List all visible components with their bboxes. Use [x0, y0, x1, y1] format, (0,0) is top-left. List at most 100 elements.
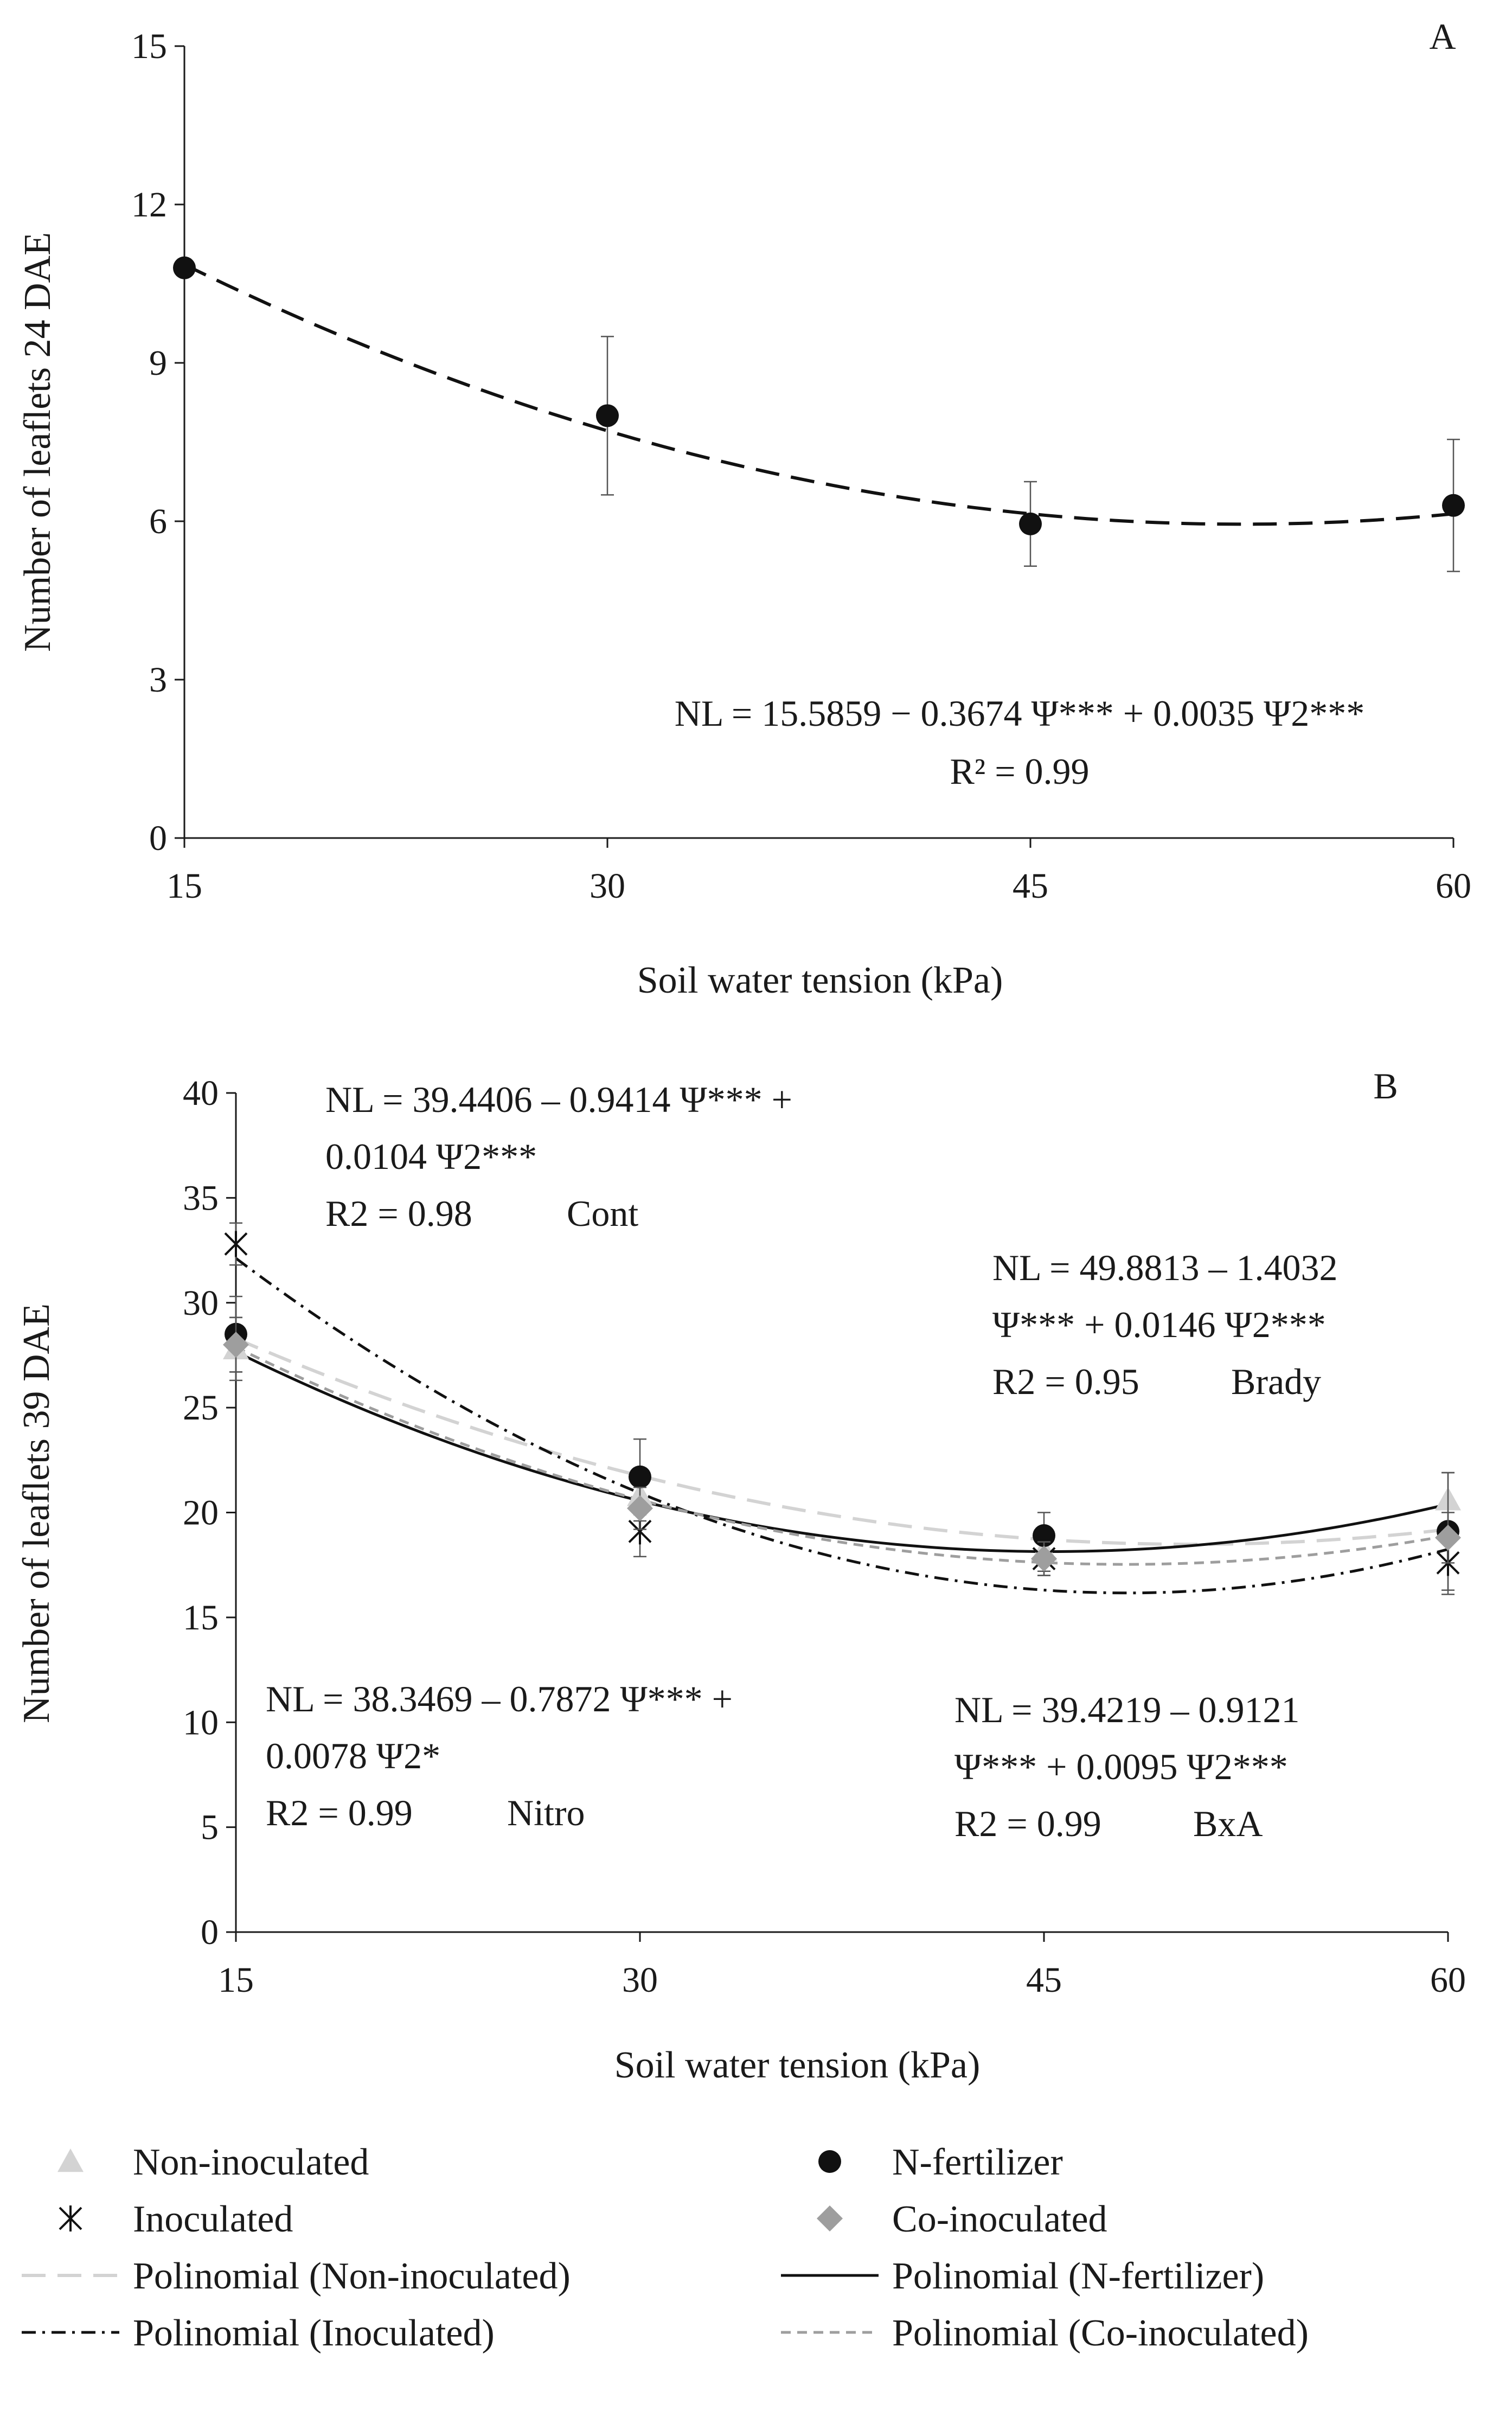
annotation-nitro-line3: R2 = 0.99 [266, 1792, 413, 1833]
x-tick-label: 45 [1013, 866, 1048, 906]
legend-item-polinomial-inoculated: Polinomial (Inoculated) [22, 2312, 495, 2354]
legend-item-polinomial-n-fertilizer: Polinomial (N-fertilizer) [781, 2255, 1264, 2297]
legend-item-inoculated: Inoculated [59, 2198, 293, 2240]
annotation-cont-line3: R2 = 0.98 [325, 1193, 472, 1234]
legend-label: Inoculated [133, 2198, 293, 2240]
panel-a-label: A [1429, 16, 1456, 57]
y-tick-label: 15 [131, 27, 167, 66]
panel-b: 0 5 10 15 20 25 30 35 40 15 30 45 60 B Number of lea… [16, 1065, 1466, 2086]
legend-item-co-inoculated: Co-inoculated [817, 2198, 1107, 2240]
point-co-inoculated-marker [223, 1332, 249, 1358]
annotation-cont-line2: 0.0104 Ψ2*** [325, 1136, 537, 1177]
legend-item-polinomial-non-inoculated: Polinomial (Non-inoculated) [22, 2255, 571, 2297]
panel-b-ticks: 0 5 10 15 20 25 30 35 40 15 30 45 60 [183, 1073, 1466, 2000]
legend-label: Co-inoculated [892, 2198, 1107, 2240]
annotation-brady: NL = 49.8813 – 1.4032 Ψ*** + 0.0146 Ψ2**… [992, 1247, 1337, 1402]
point-co-inoculated-marker [627, 1495, 653, 1521]
legend-label: Polinomial (Co-inoculated) [892, 2312, 1309, 2354]
point-mean-marker [173, 256, 196, 279]
y-tick-label: 25 [183, 1388, 219, 1428]
legend-label: N-fertilizer [892, 2141, 1063, 2183]
series-mean [173, 256, 1465, 572]
x-tick-label: 45 [1026, 1960, 1062, 2000]
annotation-nitro-line4: Nitro [507, 1792, 585, 1833]
legend-triangle-icon-marker [57, 2149, 84, 2172]
legend-label: Polinomial (Non-inoculated) [133, 2255, 571, 2297]
panel-b-xlabel: Soil water tension (kPa) [614, 2044, 981, 2086]
series-non-inoculated [223, 1316, 1461, 1572]
panel-a-r2: R² = 0.99 [950, 751, 1089, 792]
annotation-cont-line4: Cont [567, 1193, 638, 1234]
annotation-bxa-line3: R2 = 0.99 [954, 1803, 1101, 1844]
x-tick-label: 60 [1436, 866, 1471, 906]
annotation-nitro: NL = 38.3469 – 0.7872 Ψ*** + 0.0078 Ψ2* … [266, 1678, 733, 1833]
annotation-bxa-line2: Ψ*** + 0.0095 Ψ2*** [954, 1746, 1288, 1787]
x-tick-label: 30 [590, 866, 625, 906]
legend-diamond-icon-marker [817, 2205, 843, 2231]
y-tick-label: 35 [183, 1178, 219, 1218]
y-tick-label: 0 [201, 1913, 219, 1952]
legend-label: Non-inoculated [133, 2141, 369, 2183]
x-tick-label: 15 [218, 1960, 254, 2000]
fit-non-inoculated [235, 1337, 1449, 1546]
annotation-cont: NL = 39.4406 – 0.9414 Ψ*** + 0.0104 Ψ2**… [325, 1079, 792, 1234]
panel-a-ticks: 0 3 6 9 12 15 15 30 45 60 [131, 27, 1471, 906]
panel-b-ylabel: Number of leaflets 39 DAE [16, 1303, 57, 1723]
annotation-nitro-line2: 0.0078 Ψ2* [266, 1735, 440, 1776]
panel-a: 0 3 6 9 12 15 15 30 45 60 A Number of leaflets 24… [17, 16, 1471, 1001]
legend-item-n-fertilizer: N-fertilizer [818, 2141, 1063, 2183]
legend-asterisk-icon-marker [59, 2205, 82, 2231]
panel-a-equation: NL = 15.5859 − 0.3674 Ψ*** + 0.0035 Ψ2**… [675, 693, 1365, 734]
annotation-cont-line1: NL = 39.4406 – 0.9414 Ψ*** + [325, 1079, 792, 1120]
y-tick-label: 0 [149, 819, 167, 858]
y-tick-label: 3 [149, 660, 167, 700]
annotation-bxa-line1: NL = 39.4219 – 0.9121 [954, 1689, 1299, 1730]
y-tick-label: 20 [183, 1493, 219, 1533]
legend-item-non-inoculated: Non-inoculated [57, 2141, 369, 2183]
point-mean-marker [596, 404, 619, 427]
panel-a-points-group [173, 256, 1465, 572]
fit-n-fertilizer [235, 1351, 1449, 1553]
annotation-nitro-line1: NL = 38.3469 – 0.7872 Ψ*** + [266, 1678, 733, 1719]
y-tick-label: 10 [183, 1703, 219, 1742]
legend-circle-icon-marker [818, 2150, 841, 2173]
panel-b-fits-group [235, 1257, 1449, 1595]
fit-fit [183, 263, 1454, 526]
series-co-inoculated [223, 1316, 1461, 1576]
point-n-fertilizer-marker [629, 1465, 651, 1488]
y-tick-label: 6 [149, 502, 167, 541]
point-mean-marker [1442, 494, 1465, 517]
legend: Non-inoculated N-fertilizer Inoculated Co-i… [22, 2141, 1309, 2354]
annotation-brady-line2: Ψ*** + 0.0146 Ψ2*** [992, 1304, 1326, 1345]
panel-b-label: B [1373, 1065, 1398, 1107]
legend-label: Polinomial (N-fertilizer) [892, 2255, 1264, 2297]
y-tick-label: 5 [201, 1808, 219, 1847]
point-mean-marker [1019, 512, 1042, 535]
point-inoculated-marker [224, 1231, 248, 1257]
x-tick-label: 15 [166, 866, 202, 906]
panel-a-fit-group [183, 263, 1454, 526]
legend-label: Polinomial (Inoculated) [133, 2312, 495, 2354]
y-tick-label: 12 [131, 185, 167, 225]
annotation-brady-line4: Brady [1231, 1361, 1321, 1402]
x-tick-label: 30 [622, 1960, 658, 2000]
x-tick-label: 60 [1430, 1960, 1466, 2000]
y-tick-label: 40 [183, 1073, 219, 1113]
legend-item-polinomial-co-inoculated: Polinomial (Co-inoculated) [781, 2312, 1309, 2354]
fit-inoculated [235, 1257, 1449, 1595]
y-tick-label: 9 [149, 343, 167, 383]
panel-a-xlabel: Soil water tension (kPa) [637, 960, 1003, 1001]
panel-a-ylabel: Number of leaflets 24 DAE [17, 232, 59, 652]
annotation-bxa-line4: BxA [1193, 1803, 1263, 1844]
y-tick-label: 30 [183, 1283, 219, 1323]
point-co-inoculated-marker [1435, 1524, 1461, 1551]
point-co-inoculated-marker [1031, 1545, 1057, 1572]
annotation-brady-line1: NL = 49.8813 – 1.4032 [992, 1247, 1337, 1288]
fit-co-inoculated [235, 1346, 1449, 1566]
panel-b-points-group [223, 1222, 1461, 1595]
annotation-brady-line3: R2 = 0.95 [992, 1361, 1139, 1402]
annotation-bxa: NL = 39.4219 – 0.9121 Ψ*** + 0.0095 Ψ2**… [954, 1689, 1299, 1844]
y-tick-label: 15 [183, 1598, 219, 1638]
